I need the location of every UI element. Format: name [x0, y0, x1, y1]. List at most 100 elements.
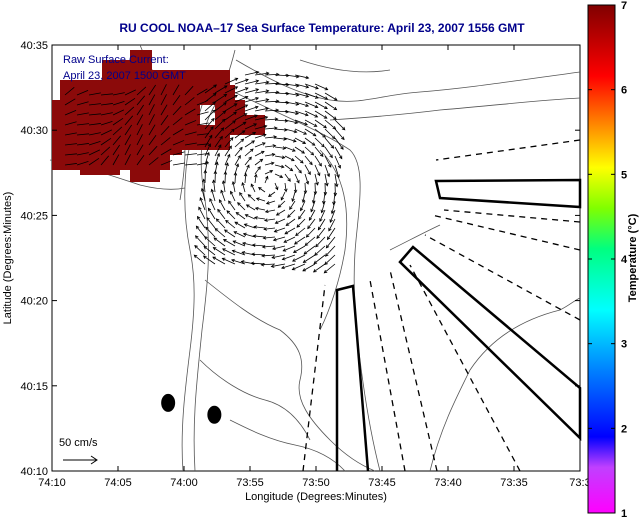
- current-vector: [234, 172, 236, 184]
- current-vector: [148, 124, 156, 136]
- current-vector: [214, 110, 226, 121]
- current-vector: [258, 187, 266, 193]
- current-vector: [298, 209, 306, 220]
- current-vector-head: [333, 116, 337, 120]
- current-vector: [254, 72, 269, 76]
- current-vector: [304, 101, 318, 108]
- current-vector: [277, 200, 286, 208]
- current-vector: [303, 254, 316, 263]
- current-vector-head: [265, 80, 270, 85]
- current-vector: [245, 214, 256, 220]
- current-vector-head: [292, 148, 296, 152]
- current-vector-head: [215, 161, 219, 166]
- current-vector-head: [195, 225, 200, 230]
- current-vector: [234, 96, 248, 103]
- sst-cell: [130, 170, 160, 182]
- current-vector-head: [251, 243, 256, 247]
- current-vector: [304, 128, 317, 137]
- current-vector: [88, 113, 101, 116]
- current-vector-head: [293, 189, 298, 194]
- current-vector-head: [339, 155, 343, 160]
- current-vector: [124, 89, 137, 96]
- current-vector: [199, 197, 206, 211]
- current-vector: [264, 118, 278, 121]
- current-vector: [232, 181, 236, 193]
- current-vector: [304, 236, 316, 246]
- current-vector: [148, 157, 159, 166]
- current-vector: [184, 163, 197, 166]
- current-vector: [264, 145, 276, 148]
- current-vector: [232, 250, 246, 256]
- current-vector-head: [324, 261, 328, 265]
- current-vector: [204, 126, 214, 139]
- current-vector: [275, 218, 286, 224]
- current-vector: [100, 146, 111, 156]
- current-vector: [88, 140, 101, 146]
- current-vector: [274, 119, 288, 122]
- current-vector-head: [312, 132, 317, 137]
- current-vector: [172, 105, 182, 116]
- x-tick-label: 73:3: [569, 477, 590, 489]
- current-vector-head: [320, 209, 325, 214]
- current-vector-head: [210, 188, 215, 193]
- current-vector: [324, 119, 336, 130]
- current-vector-head: [285, 222, 290, 226]
- current-vector-head: [260, 262, 265, 267]
- current-vector-head: [324, 253, 329, 257]
- current-vector: [112, 126, 123, 136]
- current-vector-head: [326, 173, 331, 178]
- current-vector-head: [305, 75, 310, 80]
- current-vector: [204, 118, 215, 130]
- current-vector-head: [313, 123, 318, 127]
- current-vector-head: [203, 169, 208, 174]
- current-vector: [213, 247, 226, 256]
- current-vector-head: [331, 135, 336, 140]
- current-vector-head: [280, 196, 284, 201]
- current-vector-head: [271, 255, 276, 260]
- current-vector-head: [193, 254, 198, 259]
- current-vector-head: [279, 174, 284, 179]
- current-vector: [294, 92, 309, 98]
- current-vector: [112, 118, 124, 126]
- current-vector-head: [295, 111, 300, 115]
- current-vector-head: [217, 208, 221, 213]
- current-vector-head: [284, 188, 288, 193]
- colorbar-tick-label: 4: [621, 254, 628, 266]
- current-vector-head: [330, 145, 335, 149]
- current-vector-head: [337, 164, 341, 169]
- current-vector: [316, 227, 326, 239]
- current-vector: [300, 200, 306, 211]
- current-vector-head: [311, 142, 316, 146]
- scale-label: 50 cm/s: [59, 437, 98, 449]
- current-vector: [292, 254, 306, 262]
- current-vector: [254, 99, 269, 103]
- current-vector-head: [234, 221, 239, 225]
- current-vector: [112, 92, 125, 96]
- current-vector: [224, 229, 236, 238]
- y-tick-label: 40:30: [20, 125, 48, 137]
- current-vector-head: [228, 145, 232, 150]
- y-axis-label: Latitude (Degrees:Minutes): [2, 192, 14, 325]
- current-vector: [64, 143, 77, 146]
- current-vector: [100, 112, 113, 116]
- current-vector: [234, 130, 246, 139]
- current-vector: [271, 263, 286, 267]
- current-vector: [184, 142, 197, 146]
- current-vector-head: [234, 77, 239, 81]
- current-vector-head: [332, 125, 337, 130]
- current-vector-head: [334, 183, 339, 188]
- dashed-lane: [424, 234, 581, 321]
- current-vector-head: [229, 137, 234, 141]
- current-vector: [124, 106, 135, 116]
- current-vector-head: [322, 134, 326, 138]
- current-vector-head: [295, 232, 299, 237]
- current-vector: [208, 208, 216, 220]
- current-vector-head: [295, 93, 300, 97]
- current-vector: [274, 155, 285, 159]
- overlay-line1: Raw Surface Current:: [63, 54, 169, 66]
- current-vector: [247, 194, 256, 202]
- current-vector: [294, 137, 306, 144]
- current-vector-head: [284, 231, 289, 235]
- current-vector-head: [261, 245, 266, 249]
- current-vector-head: [225, 162, 229, 167]
